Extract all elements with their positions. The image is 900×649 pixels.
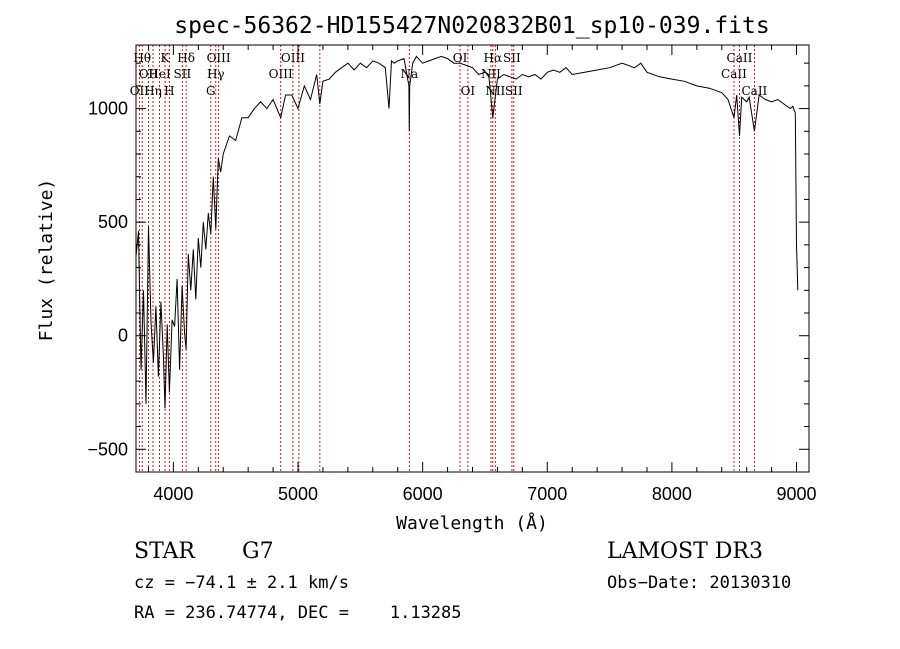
obs-date: Obs−Date: 20130310 xyxy=(607,573,792,593)
x-tick-label: 7000 xyxy=(527,484,567,504)
line-label: Na xyxy=(400,67,418,81)
line-label: CaII xyxy=(727,51,753,65)
line-label: OIII xyxy=(207,51,231,65)
redshift-readout: cz = −74.1 ± 2.1 km/s xyxy=(134,573,349,593)
line-label: Hδ xyxy=(177,51,195,65)
spectrum-line xyxy=(135,55,799,409)
line-label: H xyxy=(164,84,174,98)
line-label: CaII xyxy=(721,67,747,81)
x-tick-label: 8000 xyxy=(652,484,692,504)
line-label: OIII xyxy=(281,51,305,65)
y-tick-label: 500 xyxy=(98,212,128,232)
line-label: Hγ xyxy=(207,67,225,81)
line-label: Hα xyxy=(484,51,503,65)
line-label: OI xyxy=(453,51,468,65)
object-class: STAR xyxy=(134,539,195,564)
line-label: OII xyxy=(130,84,150,98)
line-label: OI xyxy=(461,84,476,98)
y-axis-label: Flux (relative) xyxy=(36,179,57,342)
line-label: CaII xyxy=(741,84,767,98)
line-label: OII xyxy=(139,67,159,81)
line-label: Hθ xyxy=(133,51,151,65)
line-label: NII xyxy=(481,67,501,81)
reference-lines: HθOIIOIIHηHeIKHSIIHδGHγOIIIOIIIOIIINaOIO… xyxy=(130,45,768,472)
line-label: G xyxy=(206,84,216,98)
y-tick-label: 1000 xyxy=(88,99,128,119)
x-tick-label: 5000 xyxy=(278,484,318,504)
chart-title: spec-56362-HD155427N020832B01_sp10-039.f… xyxy=(174,13,769,39)
line-label: SII xyxy=(505,84,523,98)
x-tick-label: 6000 xyxy=(403,484,443,504)
line-label: HeI xyxy=(148,67,171,81)
x-tick-label: 4000 xyxy=(153,484,193,504)
line-label: SII xyxy=(503,51,521,65)
line-label: Hη xyxy=(144,84,162,98)
line-label: SII xyxy=(174,67,192,81)
y-tick-label: −500 xyxy=(87,439,128,459)
survey-name: LAMOST DR3 xyxy=(607,539,763,564)
line-label: K xyxy=(161,51,171,65)
coordinates-readout: RA = 236.74774, DEC = 1.13285 xyxy=(134,603,462,623)
object-subclass: G7 xyxy=(242,539,274,564)
line-label: OIII xyxy=(269,67,293,81)
x-axis-label: Wavelength (Å) xyxy=(396,512,548,534)
plot-frame xyxy=(135,44,810,473)
spectrum-series xyxy=(135,55,799,409)
x-tick-label: 9000 xyxy=(777,484,817,504)
axes: 4000 5000 6000 7000 8000 9000 −500 0 500 1000 xyxy=(87,45,817,504)
y-tick-label: 0 xyxy=(118,326,128,346)
